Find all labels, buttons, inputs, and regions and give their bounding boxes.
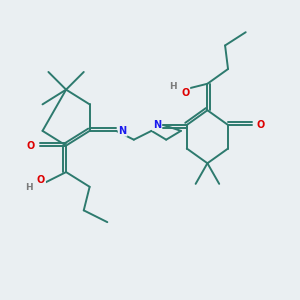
Text: O: O: [256, 120, 265, 130]
Text: H: H: [26, 183, 33, 192]
Text: N: N: [118, 126, 127, 136]
Text: H: H: [169, 82, 176, 91]
Text: O: O: [181, 88, 190, 98]
Text: N: N: [153, 120, 161, 130]
Text: O: O: [37, 175, 45, 185]
Text: O: O: [27, 141, 35, 151]
